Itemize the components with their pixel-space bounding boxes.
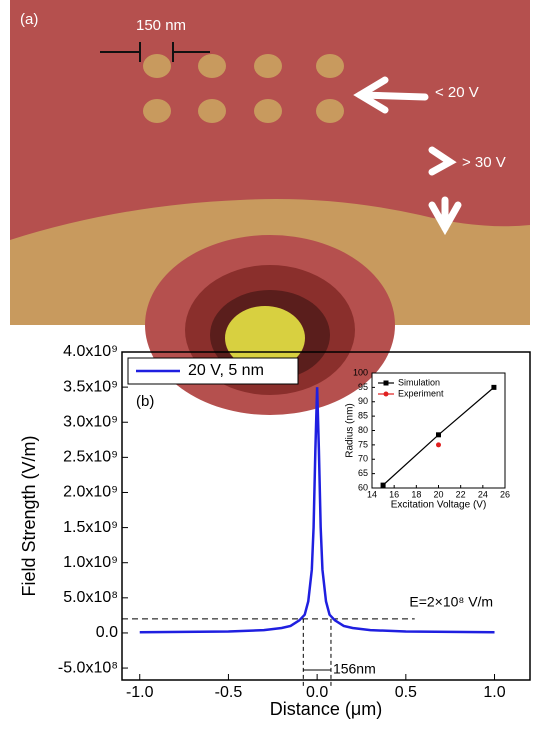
x-axis-label: Distance (μm) (270, 699, 382, 719)
x-tick-label: 14 (367, 490, 377, 500)
x-tick-label: 26 (500, 490, 510, 500)
y-tick-label: 70 (358, 454, 368, 464)
y-tick-label: 3.5x10⁹ (63, 378, 118, 395)
marker (491, 384, 497, 390)
x-tick-label: 22 (456, 490, 466, 500)
y-tick-label: 2.5x10⁹ (63, 449, 118, 466)
y-tick-label: 95 (358, 382, 368, 392)
dots (143, 54, 344, 123)
y-tick-label: 1.5x10⁹ (63, 519, 118, 536)
y-axis-label: Radius (nm) (345, 403, 356, 457)
y-tick-label: 60 (358, 482, 368, 492)
y-tick-label: 3.0x10⁹ (63, 413, 118, 430)
x-axis-label: Excitation Voltage (V) (391, 500, 487, 511)
panel-label: (b) (136, 393, 154, 410)
white-arrows (353, 76, 462, 236)
scale-arrows (100, 42, 210, 62)
annotation: 150 nm (136, 17, 186, 34)
inset-background (372, 373, 505, 488)
y-tick-label: 0.0 (96, 624, 118, 641)
threshold-label: E=2×10⁸ V/m (409, 594, 493, 610)
legend-marker (383, 391, 389, 397)
y-tick-label: 80 (358, 425, 368, 435)
core (225, 306, 305, 370)
legend-marker (383, 380, 389, 386)
marker (380, 482, 386, 488)
y-axis-label: Field Strength (V/m) (19, 435, 39, 596)
legend-label: Experiment (398, 388, 444, 398)
plot-frame (121, 351, 531, 681)
annotation: > 30 V (462, 154, 506, 171)
x-tick-label: 0.5 (395, 684, 417, 701)
y-tick-label: 1.0x10⁹ (63, 554, 118, 571)
marker (436, 432, 441, 438)
annotation: < 20 V (435, 84, 479, 101)
panel-label: (a) (20, 11, 38, 28)
y-tick-label: 90 (358, 396, 368, 406)
x-tick-label: 20 (433, 490, 443, 500)
x-tick-label: 1.0 (483, 684, 505, 701)
image-panel: (a) 150 nm < 20 V > 30 V (10, 0, 530, 415)
y-tick-label: 75 (358, 439, 368, 449)
x-tick-label: 0.0 (306, 684, 328, 701)
x-tick-label: 24 (478, 490, 488, 500)
y-tick-label: 65 (358, 468, 368, 478)
x-tick-label: -0.5 (215, 684, 243, 701)
y-tick-label: -5.0x10⁸ (58, 659, 118, 676)
x-tick-label: 18 (411, 490, 421, 500)
y-tick-label: 5.0x10⁸ (63, 589, 118, 606)
x-tick-label: 16 (389, 490, 399, 500)
y-tick-label: 4.0x10⁹ (63, 343, 118, 360)
y-tick-label: 2.0x10⁹ (63, 484, 118, 501)
width-label: 156nm (333, 661, 376, 677)
legend-label: Simulation (398, 377, 440, 387)
legend-label: 20 V, 5 nm (188, 362, 264, 379)
series-line (139, 387, 495, 634)
y-tick-label: 85 (358, 411, 368, 421)
marker (436, 442, 441, 448)
y-tick-label: 100 (353, 367, 368, 377)
x-tick-label: -1.0 (126, 684, 154, 701)
